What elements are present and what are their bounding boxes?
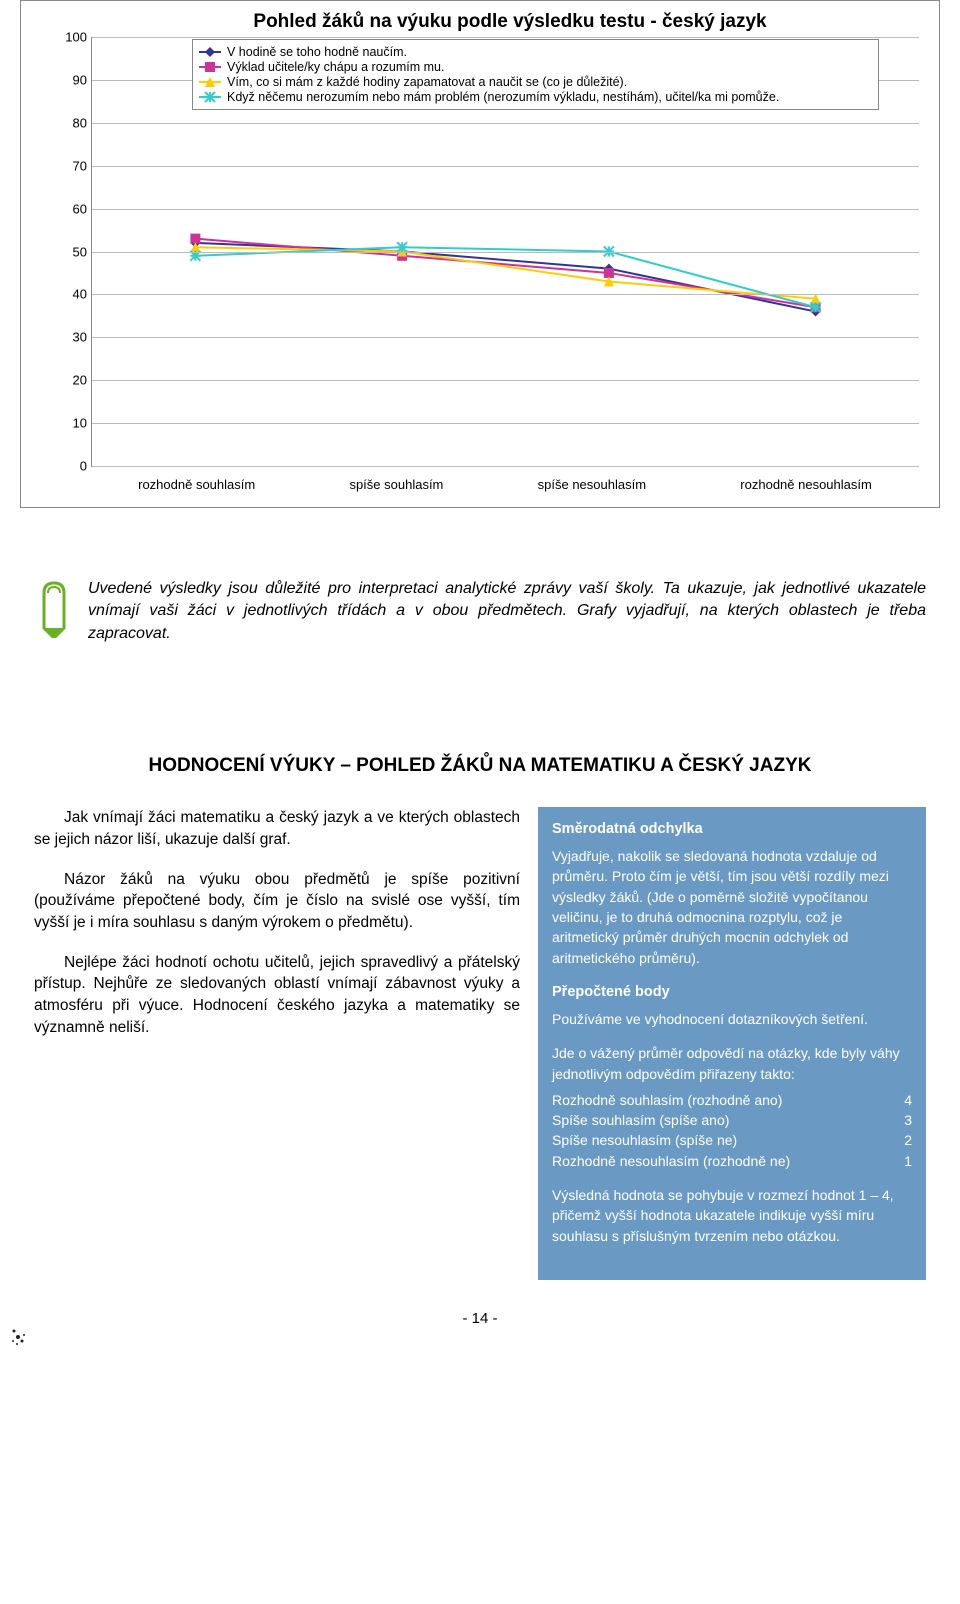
y-tick-label: 90	[62, 72, 87, 87]
legend-marker	[199, 96, 221, 98]
body-p2: Názor žáků na výuku obou předmětů je spí…	[34, 871, 520, 931]
weight-label: Spíše souhlasím (spíše ano)	[552, 1110, 729, 1130]
legend-item: Vím, co si mám z každé hodiny zapamatova…	[199, 75, 872, 89]
gridline	[92, 37, 919, 38]
section-heading: HODNOCENÍ VÝUKY – POHLED ŽÁKŮ NA MATEMAT…	[20, 755, 940, 777]
two-column-layout: Jak vnímají žáci matematiku a český jazy…	[20, 807, 940, 1280]
gridline	[92, 294, 919, 295]
legend-label: Výklad učitele/ky chápu a rozumím mu.	[227, 60, 444, 74]
x-tick-label: spíše souhlasím	[349, 477, 443, 492]
legend-marker	[199, 66, 221, 68]
gridline	[92, 123, 919, 124]
gridline	[92, 337, 919, 338]
sidebar-table-row: Rozhodně nesouhlasím (rozhodně ne) 1	[552, 1151, 912, 1171]
y-tick-label: 100	[62, 30, 87, 45]
gridline	[92, 423, 919, 424]
x-tick-label: spíše nesouhlasím	[538, 477, 646, 492]
weight-value: 2	[904, 1130, 912, 1150]
legend-item: V hodině se toho hodně naučím.	[199, 45, 872, 59]
legend: V hodině se toho hodně naučím.Výklad uči…	[192, 39, 879, 110]
gridline	[92, 380, 919, 381]
y-tick-label: 10	[62, 416, 87, 431]
pencil-icon	[34, 578, 74, 645]
weight-label: Rozhodně nesouhlasím (rozhodně ne)	[552, 1151, 790, 1171]
y-tick-label: 80	[62, 115, 87, 130]
y-tick-label: 0	[62, 459, 87, 474]
x-axis-labels: rozhodně souhlasím spíše souhlasím spíše n…	[91, 472, 919, 497]
y-tick-label: 50	[62, 244, 87, 259]
legend-label: Když něčemu nerozumím nebo mám problém (…	[227, 90, 779, 104]
weight-label: Spíše nesouhlasím (spíše ne)	[552, 1130, 737, 1150]
weight-value: 4	[904, 1090, 912, 1110]
x-tick-label: rozhodně nesouhlasím	[740, 477, 872, 492]
body-p3: Nejlépe žáci hodnotí ochotu učitelů, jej…	[34, 954, 520, 1036]
legend-label: Vím, co si mám z každé hodiny zapamatova…	[227, 75, 627, 89]
sidebar-box: Směrodatná odchylka Vyjadřuje, nakolik s…	[538, 807, 926, 1280]
chart-area: V hodině se toho hodně naučím.Výklad uči…	[71, 37, 919, 497]
sidebar-table-row: Spíše nesouhlasím (spíše ne) 2	[552, 1130, 912, 1150]
plot-area: V hodině se toho hodně naučím.Výklad uči…	[91, 37, 919, 467]
sidebar-p1: Vyjadřuje, nakolik se sledovaná hodnota …	[552, 846, 912, 968]
weight-label: Rozhodně souhlasím (rozhodně ano)	[552, 1090, 782, 1110]
legend-item: Když něčemu nerozumím nebo mám problém (…	[199, 90, 872, 104]
gridline	[92, 166, 919, 167]
note-text: Uvedené výsledky jsou důležité pro inter…	[88, 578, 926, 645]
sidebar-p4: Výsledná hodnota se pohybuje v rozmezí h…	[552, 1185, 912, 1246]
sidebar-table-row: Rozhodně souhlasím (rozhodně ano) 4	[552, 1090, 912, 1110]
sidebar-p2: Používáme ve vyhodnocení dotazníkových š…	[552, 1009, 912, 1029]
gridline	[92, 252, 919, 253]
y-tick-label: 40	[62, 287, 87, 302]
legend-marker	[199, 51, 221, 53]
legend-marker	[199, 81, 221, 83]
sidebar-table-row: Spíše souhlasím (spíše ano) 3	[552, 1110, 912, 1130]
spray-icon	[10, 1317, 930, 1352]
y-tick-label: 60	[62, 201, 87, 216]
sidebar-h2: Přepočtené body	[552, 982, 912, 1003]
y-tick-label: 30	[62, 330, 87, 345]
sidebar-h1: Směrodatná odchylka	[552, 819, 912, 840]
sidebar-p3: Jde o vážený průměr odpovědí na otázky, …	[552, 1043, 912, 1084]
chart-container: Pohled žáků na výuku podle výsledku test…	[20, 0, 940, 508]
gridline	[92, 209, 919, 210]
legend-item: Výklad učitele/ky chápu a rozumím mu.	[199, 60, 872, 74]
weight-value: 3	[904, 1110, 912, 1130]
weight-value: 1	[904, 1151, 912, 1171]
gridline	[92, 466, 919, 467]
body-p1: Jak vnímají žáci matematiku a český jazy…	[34, 809, 520, 848]
y-tick-label: 20	[62, 373, 87, 388]
x-tick-label: rozhodně souhlasím	[138, 477, 255, 492]
sidebar-weight-table: Rozhodně souhlasím (rozhodně ano)4Spíše …	[552, 1090, 912, 1171]
chart-title: Pohled žáků na výuku podle výsledku test…	[31, 11, 929, 33]
y-tick-label: 70	[62, 158, 87, 173]
legend-label: V hodině se toho hodně naučím.	[227, 45, 407, 59]
body-text: Jak vnímají žáci matematiku a český jazy…	[34, 807, 520, 1280]
note-block: Uvedené výsledky jsou důležité pro inter…	[20, 578, 940, 645]
